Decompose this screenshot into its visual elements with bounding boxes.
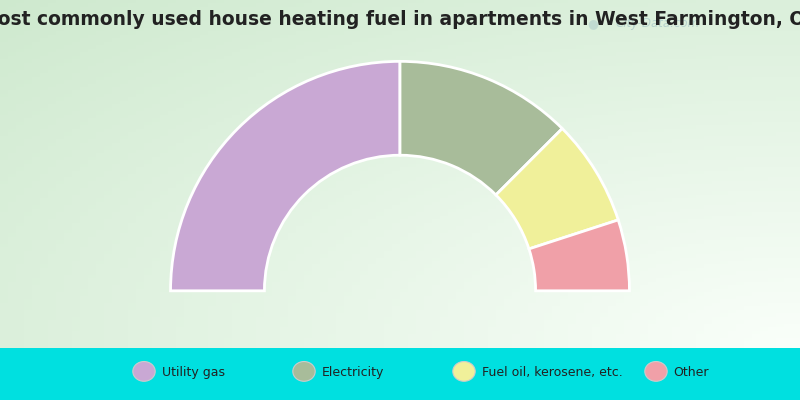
Text: Electricity: Electricity [322, 366, 384, 380]
Ellipse shape [645, 362, 667, 381]
Text: Most commonly used house heating fuel in apartments in West Farmington, OH: Most commonly used house heating fuel in… [0, 10, 800, 29]
Wedge shape [400, 61, 562, 195]
Text: ●: ● [588, 17, 598, 30]
Text: City-Data.com: City-Data.com [616, 17, 700, 30]
Wedge shape [170, 61, 400, 291]
Text: Fuel oil, kerosene, etc.: Fuel oil, kerosene, etc. [482, 366, 622, 380]
Wedge shape [529, 220, 630, 291]
Text: Utility gas: Utility gas [162, 366, 225, 380]
Wedge shape [496, 128, 618, 249]
Ellipse shape [453, 362, 475, 381]
Ellipse shape [293, 362, 315, 381]
Ellipse shape [133, 362, 155, 381]
Text: Other: Other [674, 366, 709, 380]
